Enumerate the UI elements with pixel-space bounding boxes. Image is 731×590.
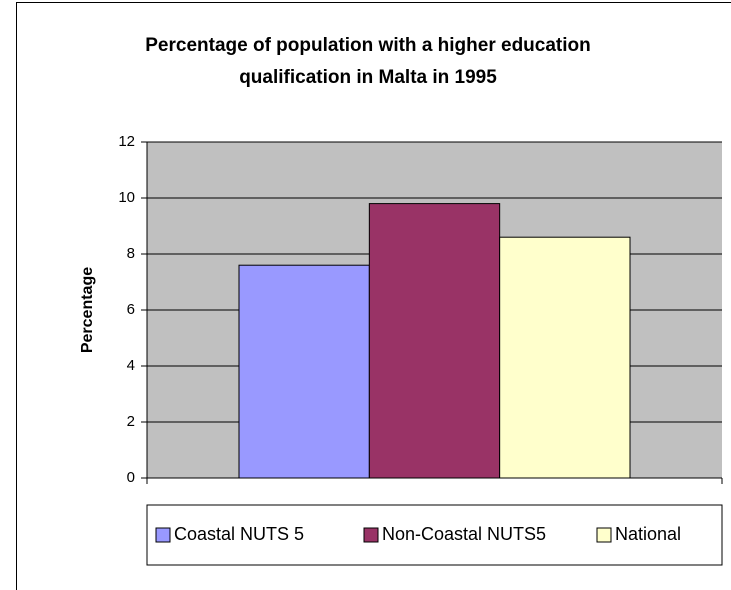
chart-title: Percentage of population with a higher e…: [145, 35, 590, 56]
bar: [499, 236, 631, 479]
legend-swatch: [363, 527, 379, 543]
y-tick-label: 2: [127, 413, 135, 430]
y-tick-label: 4: [127, 357, 135, 374]
y-axis-title: Percentage: [79, 267, 96, 353]
y-tick-label: 8: [127, 245, 135, 262]
y-tick-label: 10: [118, 189, 135, 206]
chart-title: qualification in Malta in 1995: [239, 67, 497, 88]
legend-label: National: [615, 524, 681, 544]
y-tick-label: 6: [127, 301, 135, 318]
legend-box: [146, 504, 723, 566]
legend-label: Coastal NUTS 5: [174, 524, 304, 544]
legend-swatch: [596, 527, 612, 543]
y-tick-label: 12: [118, 133, 135, 150]
legend-label: Non-Coastal NUTS5: [382, 524, 546, 544]
legend-swatch: [155, 527, 171, 543]
bar: [238, 264, 370, 479]
bar: [368, 203, 501, 479]
y-tick-label: 0: [127, 469, 135, 486]
